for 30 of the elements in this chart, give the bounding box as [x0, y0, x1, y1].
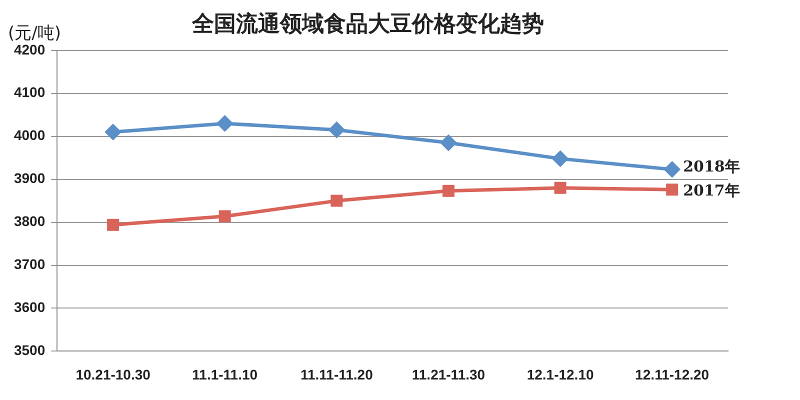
- y-tick-label: 4100: [14, 84, 46, 100]
- x-tick-label: 11.11-11.20: [300, 366, 374, 382]
- point: [105, 124, 121, 140]
- point: [442, 184, 454, 197]
- point: [440, 135, 456, 151]
- point: [330, 194, 343, 207]
- y-tick-label: 3600: [14, 299, 46, 316]
- point: [666, 184, 678, 196]
- series-label: 2018年: [683, 157, 740, 176]
- x-tick-label: 10.21-10.30: [76, 366, 151, 382]
- point: [328, 122, 344, 138]
- x-tick-label: 11.21-11.30: [412, 366, 486, 382]
- point: [552, 150, 568, 166]
- chart-title: 全国流通领域食品大豆价格变化趋势: [191, 10, 544, 37]
- y-tick-label: 3700: [14, 256, 46, 272]
- point: [217, 116, 233, 132]
- y-axis-title: (元/吨): [8, 23, 61, 44]
- x-tick-label: 12.11-12.20: [635, 366, 710, 382]
- point: [554, 182, 566, 194]
- series-label: 2017年: [683, 182, 740, 200]
- y-tick-label: 4000: [14, 127, 46, 144]
- point: [107, 218, 120, 231]
- y-tick-label: 3800: [14, 213, 46, 230]
- x-tick-label: 11.1-11.10: [192, 366, 258, 382]
- y-tick-label: 3500: [14, 342, 46, 358]
- y-tick-label: 4200: [14, 41, 46, 58]
- x-tick-label: 12.1-12.10: [526, 366, 594, 382]
- point: [218, 210, 231, 222]
- y-tick-label: 3900: [14, 170, 46, 186]
- point: [664, 162, 680, 178]
